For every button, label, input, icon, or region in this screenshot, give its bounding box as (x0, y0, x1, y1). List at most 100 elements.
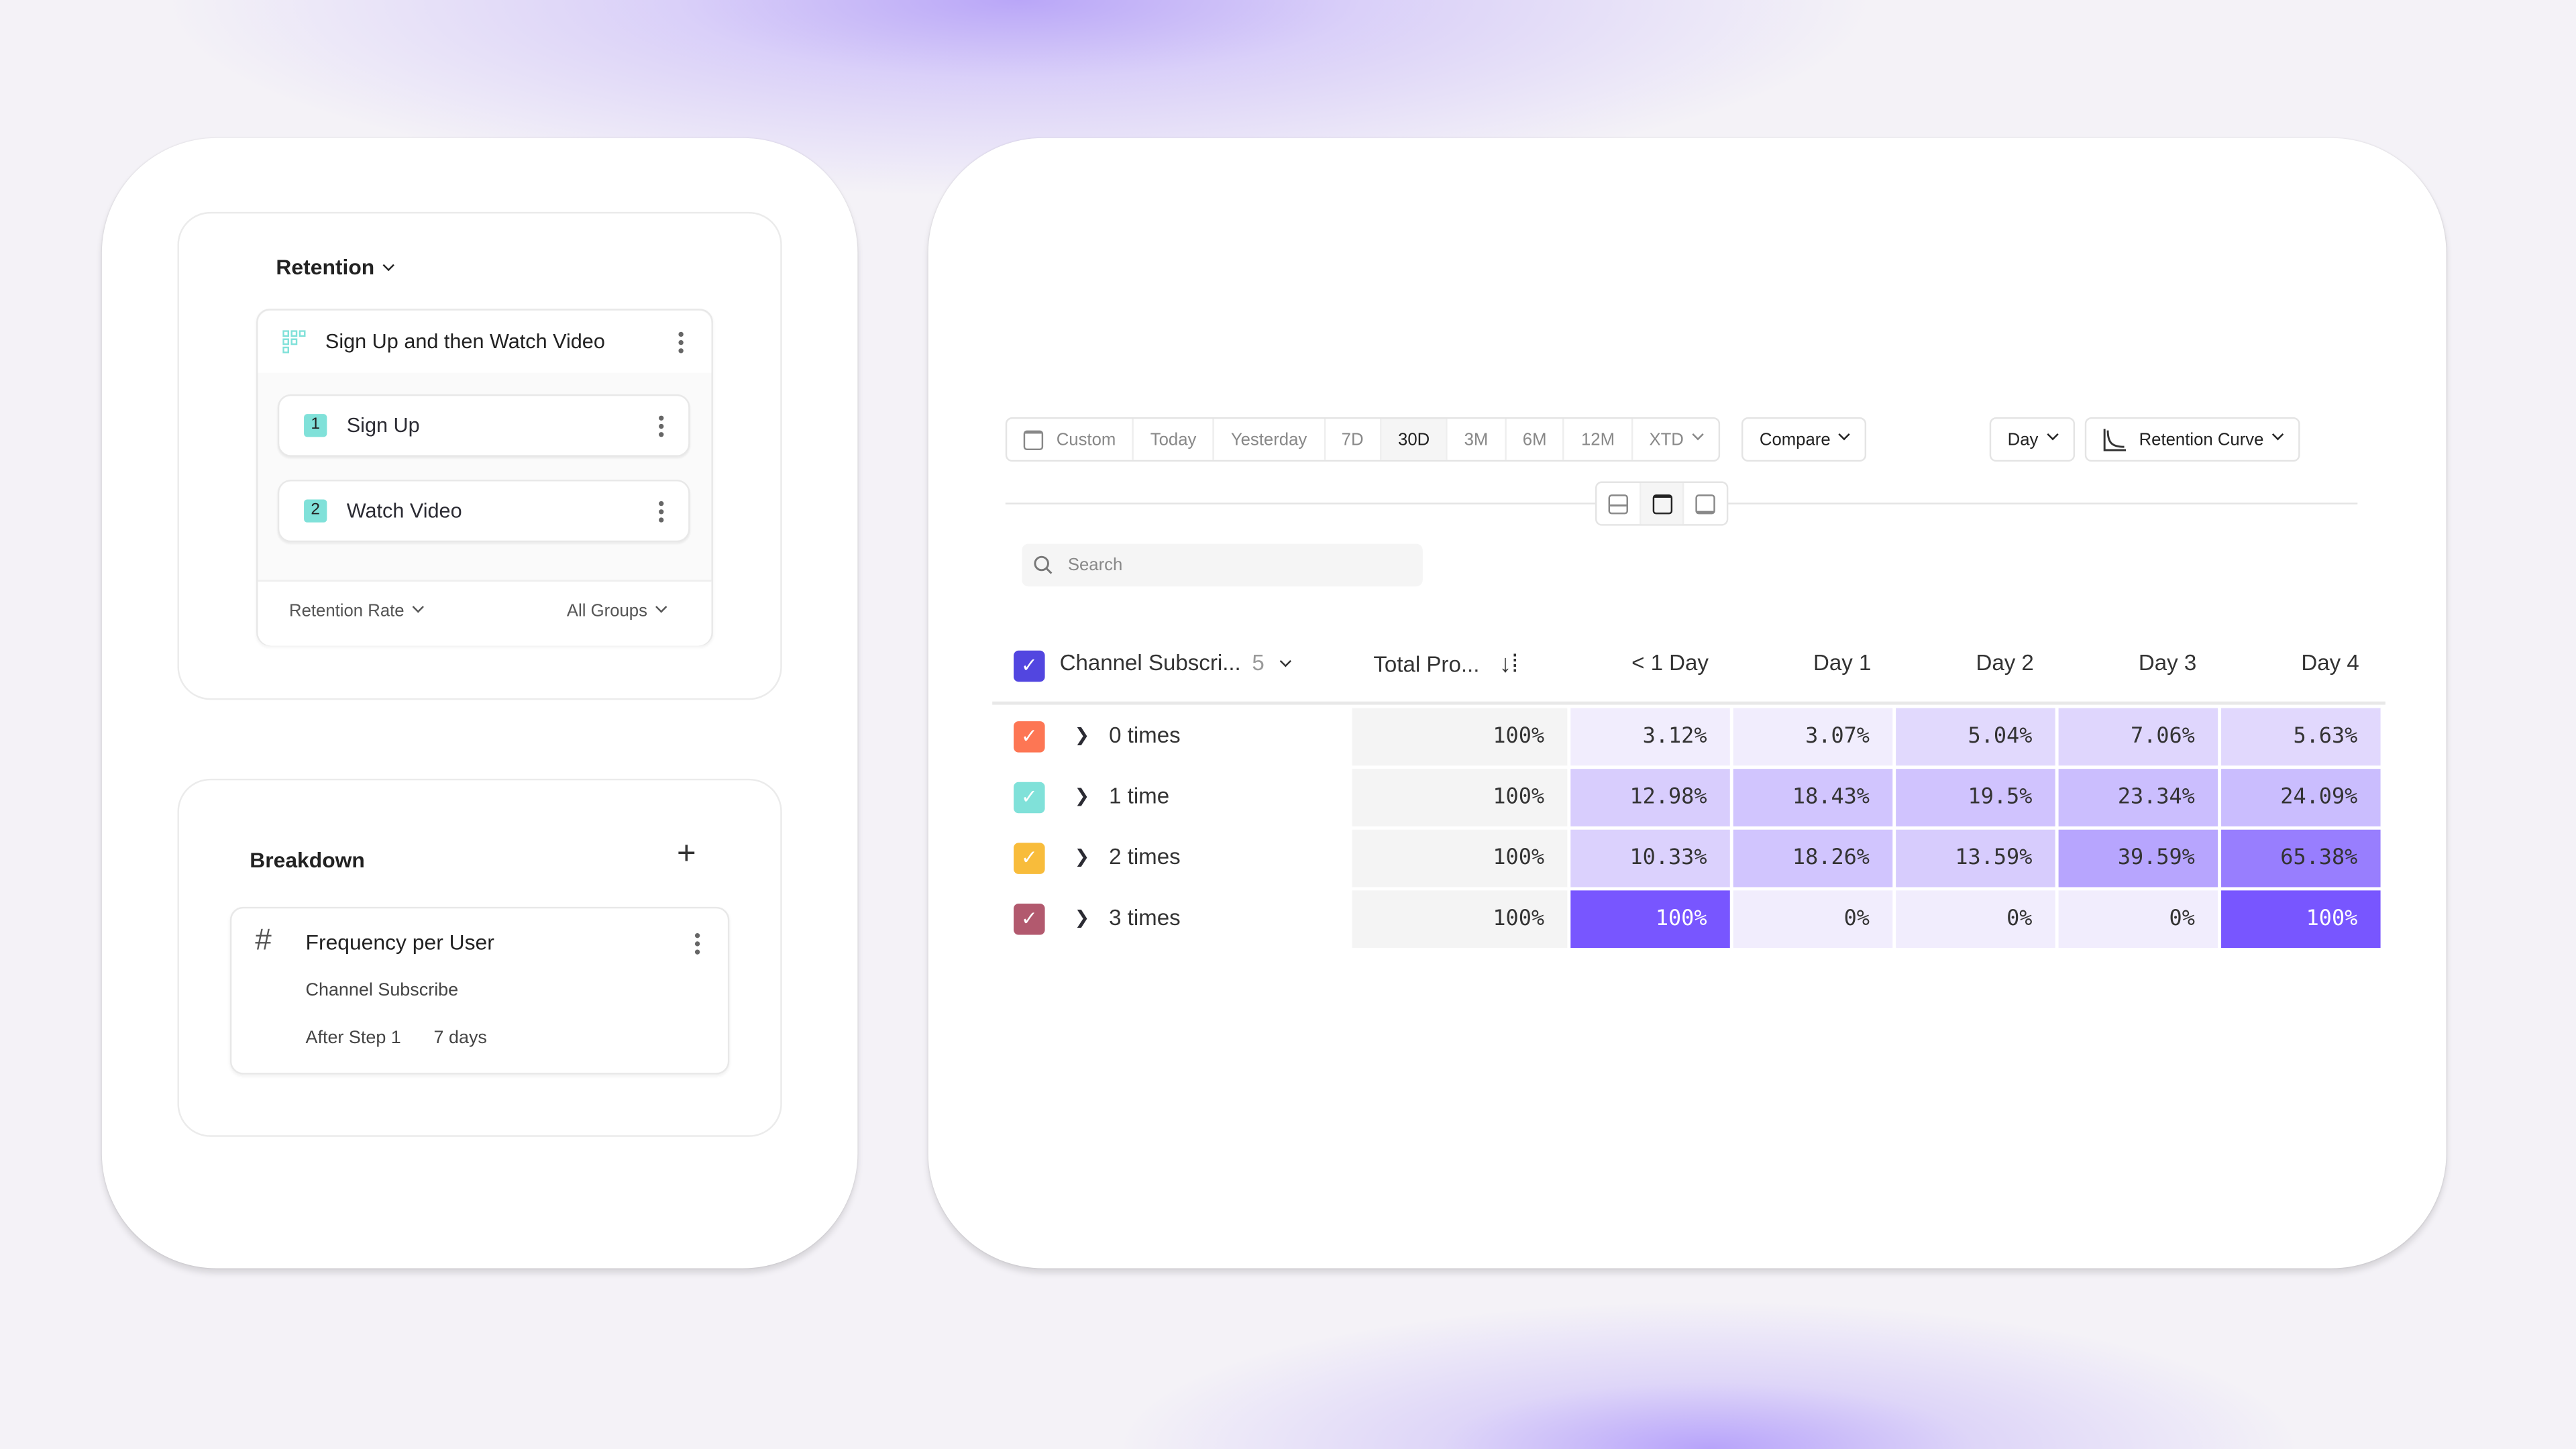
retention-cell[interactable]: 24.09% (2221, 769, 2381, 826)
retention-cell[interactable]: 18.43% (1733, 769, 1893, 826)
total-cell: 100% (1352, 829, 1568, 888)
total-cell: 100% (1352, 890, 1568, 949)
metric-panel: Retention Sign Up and then Watch Video 1… (177, 211, 782, 700)
chevron-right-icon[interactable]: ❯ (1074, 726, 1090, 746)
row-label: 2 times (1109, 844, 1181, 869)
calendar-icon (1023, 429, 1044, 449)
breakdown-event: Channel Subscribe (305, 981, 459, 1001)
table-row[interactable]: ✓ ❯ 1 time 100% 12.98% 18.43% 19.5% 23.34% 24… (992, 767, 2385, 828)
metric-title: Sign Up and then Watch Video (325, 330, 605, 354)
breakdown-menu-icon[interactable] (694, 933, 700, 955)
step-sign-up[interactable]: 1 Sign Up (277, 394, 690, 457)
column-header[interactable]: Day 3 (2138, 650, 2197, 676)
retention-cell[interactable]: 19.5% (1896, 769, 2055, 826)
date-option-custom[interactable]: Custom (1007, 419, 1134, 460)
column-header[interactable]: Day 1 (1813, 650, 1872, 676)
chevron-down-icon (382, 259, 394, 272)
retention-cell[interactable]: 3.12% (1570, 708, 1730, 766)
add-breakdown-plus-icon[interactable]: + (676, 836, 696, 873)
step-label: Watch Video (346, 499, 462, 523)
retention-cell[interactable]: 23.34% (2058, 769, 2218, 826)
date-option-7d[interactable]: 7D (1325, 419, 1382, 460)
layout-table-icon[interactable] (1684, 483, 1727, 524)
retention-cell[interactable]: 65.38% (2221, 829, 2381, 888)
retention-cell[interactable]: 18.26% (1733, 829, 1893, 888)
step-menu-icon[interactable] (659, 500, 664, 523)
chevron-down-icon (1692, 429, 1704, 441)
retention-cell[interactable]: 7.06% (2058, 708, 2218, 766)
row-checkbox[interactable]: ✓ (1014, 903, 1045, 935)
chevron-down-icon (1838, 429, 1851, 441)
query-builder-card: Retention Sign Up and then Watch Video 1… (101, 138, 858, 1269)
total-cell: 100% (1352, 708, 1568, 766)
table-row[interactable]: ✓ ❯ 3 times 100% 100% 0% 0% 0% 100% (992, 889, 2385, 950)
date-option-6m[interactable]: 6M (1506, 419, 1565, 460)
row-checkbox[interactable]: ✓ (1014, 782, 1045, 814)
analysis-type-dropdown[interactable]: Retention (276, 255, 394, 279)
step-menu-icon[interactable] (659, 415, 664, 437)
compare-dropdown[interactable]: Compare (1741, 417, 1867, 462)
funnel-grid-icon (282, 330, 306, 354)
step-label: Sign Up (346, 414, 420, 437)
table-row[interactable]: ✓ ❯ 2 times 100% 10.33% 18.26% 13.59% 39.59%… (992, 828, 2385, 889)
search-icon (1034, 555, 1053, 574)
date-option-30d[interactable]: 30D (1381, 419, 1448, 460)
all-groups-dropdown[interactable]: All Groups (567, 601, 667, 621)
retention-cell[interactable]: 0% (1896, 890, 2055, 949)
date-option-3m[interactable]: 3M (1448, 419, 1507, 460)
chevron-right-icon[interactable]: ❯ (1074, 787, 1090, 807)
chevron-down-icon (412, 601, 425, 613)
interval-dropdown[interactable]: Day (1989, 417, 2075, 462)
column-header[interactable]: Day 2 (1976, 650, 2034, 676)
breakdown-item[interactable]: # Frequency per User Channel Subscribe A… (229, 906, 730, 1075)
metric-menu-icon[interactable] (678, 331, 684, 354)
layout-split-icon[interactable] (1597, 483, 1639, 524)
layout-chart-icon[interactable] (1639, 483, 1685, 525)
table-row[interactable]: ✓ ❯ 0 times 100% 3.12% 3.07% 5.04% 7.06% 5.63… (992, 706, 2385, 767)
date-option-xtd[interactable]: XTD (1633, 419, 1718, 460)
column-header[interactable]: < 1 Day (1631, 650, 1709, 676)
retention-cell[interactable]: 39.59% (2058, 829, 2218, 888)
search-input[interactable]: Search (1022, 543, 1423, 587)
breakdown-window: 7 days (433, 1028, 487, 1049)
total-cell: 100% (1352, 769, 1568, 826)
retention-cell[interactable]: 0% (1733, 890, 1893, 949)
breakdown-after-step: After Step 1 (305, 1028, 401, 1049)
column-header[interactable]: Day 4 (2301, 650, 2359, 676)
retention-cell[interactable]: 3.07% (1733, 708, 1893, 766)
retention-rate-dropdown[interactable]: Retention Rate (289, 601, 425, 621)
row-checkbox[interactable]: ✓ (1014, 843, 1045, 874)
date-option-12m[interactable]: 12M (1564, 419, 1633, 460)
retention-cell[interactable]: 0% (2058, 890, 2218, 949)
date-option-yesterday[interactable]: Yesterday (1214, 419, 1326, 460)
retention-curve-icon (2103, 427, 2127, 451)
retention-cell[interactable]: 13.59% (1896, 829, 2055, 888)
chevron-right-icon[interactable]: ❯ (1074, 847, 1090, 868)
chart-type-dropdown[interactable]: Retention Curve (2084, 417, 2300, 462)
row-label: 1 time (1109, 784, 1170, 808)
retention-cell[interactable]: 10.33% (1570, 829, 1730, 888)
retention-cell[interactable]: 100% (1570, 890, 1730, 949)
chevron-down-icon (655, 601, 667, 613)
step-number-badge: 2 (304, 499, 327, 523)
sort-icon[interactable]: ↓⁞ (1499, 650, 1519, 679)
retention-cell[interactable]: 100% (2221, 890, 2381, 949)
retention-cell[interactable]: 5.04% (1896, 708, 2055, 766)
step-number-badge: 1 (304, 414, 327, 437)
group-column-header[interactable]: Channel Subscri... 5 (1060, 650, 1291, 676)
step-watch-video[interactable]: 2 Watch Video (277, 480, 690, 543)
chevron-right-icon[interactable]: ❯ (1074, 908, 1090, 928)
select-all-checkbox[interactable]: ✓ (1014, 650, 1045, 682)
retention-cell[interactable]: 12.98% (1570, 769, 1730, 826)
date-range-selector: Custom Today Yesterday 7D 30D 3M 6M 12M XTD (1005, 417, 1720, 462)
date-option-today[interactable]: Today (1134, 419, 1215, 460)
total-column-header[interactable]: Total Pro... ↓⁞ (1373, 650, 1519, 679)
chevron-down-icon (2046, 429, 2058, 441)
row-label: 3 times (1109, 905, 1181, 930)
group-count: 5 (1252, 650, 1265, 676)
chevron-down-icon (1279, 655, 1291, 667)
breakdown-panel: Breakdown + # Frequency per User Channel… (177, 778, 782, 1137)
retention-cell[interactable]: 5.63% (2221, 708, 2381, 766)
metric-box: Sign Up and then Watch Video 1 Sign Up 2… (256, 309, 713, 646)
row-checkbox[interactable]: ✓ (1014, 721, 1045, 753)
